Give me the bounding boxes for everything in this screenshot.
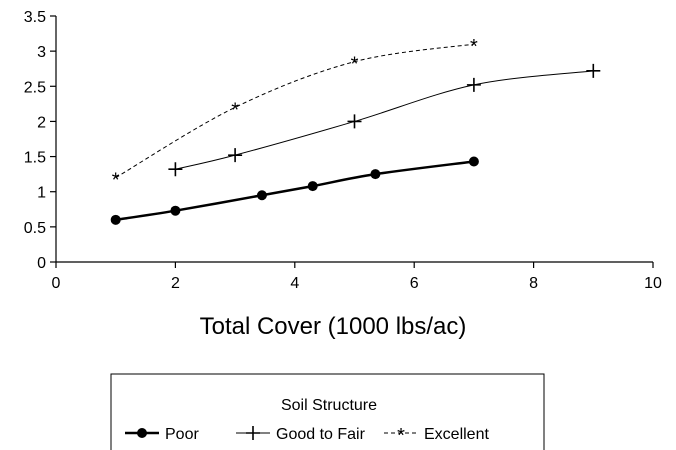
legend-label: Poor (165, 426, 199, 443)
data-point (170, 205, 181, 216)
data-point (110, 214, 121, 225)
data-point (307, 181, 318, 192)
y-tick-label: 3.5 (24, 9, 46, 26)
legend-items: Poor Good to Fair * Excellent (125, 425, 489, 447)
legend-marker: * (397, 425, 405, 447)
x-axis-title: Total Cover (1000 lbs/ac) (200, 313, 467, 340)
x-tick-label: 0 (52, 275, 61, 292)
series-layer: * * * * (110, 36, 601, 225)
x-axis-ticks: 0 2 4 6 8 10 (52, 262, 662, 292)
data-point (586, 63, 601, 78)
data-point (466, 77, 481, 92)
y-tick-label: 1 (37, 185, 46, 202)
legend-marker (137, 428, 147, 438)
x-tick-label: 2 (171, 275, 180, 292)
x-tick-label: 8 (529, 275, 538, 292)
data-point (168, 162, 183, 177)
y-tick-label: 0.5 (24, 220, 46, 237)
legend-item-good-to-fair: Good to Fair (236, 426, 366, 443)
legend-label: Excellent (424, 426, 489, 443)
series-excellent: * * * * (112, 36, 478, 192)
x-tick-label: 10 (644, 275, 662, 292)
data-point (347, 114, 362, 129)
legend: Soil Structure Poor Good to Fair * Excellen… (110, 373, 545, 450)
data-point: * (470, 36, 478, 58)
y-axis-ticks: 0 0.5 1 1.5 2 2.5 3 3.5 (24, 9, 56, 272)
data-point: * (351, 54, 359, 76)
series-good-to-fair (168, 63, 601, 177)
series-line (175, 70, 594, 170)
legend-marker (246, 426, 260, 440)
y-tick-label: 3 (37, 44, 46, 61)
plot-area: 0 2 4 6 8 10 0 0.5 1 1.5 2 2.5 3 3.5 * * * * (24, 9, 662, 292)
y-tick-label: 2.5 (24, 79, 46, 96)
y-tick-label: 1.5 (24, 150, 46, 167)
x-tick-label: 6 (410, 275, 419, 292)
y-tick-label: 0 (37, 255, 46, 272)
series-line (115, 43, 474, 179)
data-point (370, 169, 381, 180)
data-point (256, 190, 267, 201)
data-point: * (231, 99, 239, 121)
data-point (228, 148, 243, 163)
x-tick-label: 4 (290, 275, 299, 292)
data-point: * (112, 170, 120, 192)
legend-title: Soil Structure (281, 397, 377, 414)
y-tick-label: 2 (37, 114, 46, 131)
series-line (115, 160, 475, 222)
legend-item-poor: Poor (125, 426, 199, 443)
legend-box (110, 373, 545, 450)
legend-label: Good to Fair (276, 426, 366, 443)
legend-item-excellent: * Excellent (384, 425, 489, 447)
series-poor (110, 156, 479, 225)
data-point (468, 156, 479, 167)
